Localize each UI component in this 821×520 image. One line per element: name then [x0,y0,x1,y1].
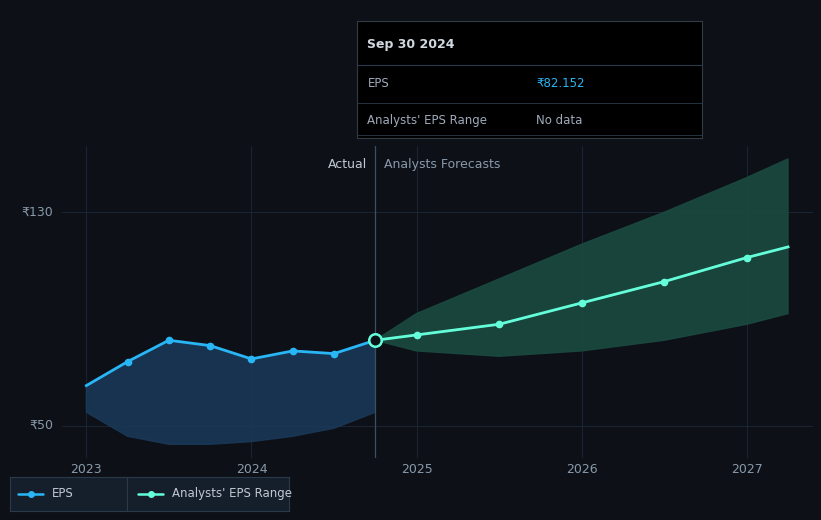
Text: ₹82.152: ₹82.152 [536,77,585,90]
Text: EPS: EPS [52,487,73,500]
Polygon shape [86,340,375,444]
Text: Analysts Forecasts: Analysts Forecasts [383,158,500,171]
Text: No data: No data [536,114,583,127]
Text: ₹50: ₹50 [30,419,53,432]
Text: ₹130: ₹130 [21,206,53,219]
Text: Analysts' EPS Range: Analysts' EPS Range [368,114,488,127]
Text: EPS: EPS [368,77,389,90]
Text: Analysts' EPS Range: Analysts' EPS Range [172,487,291,500]
Text: Actual: Actual [328,158,367,171]
Polygon shape [375,159,788,356]
Text: Sep 30 2024: Sep 30 2024 [368,37,455,50]
